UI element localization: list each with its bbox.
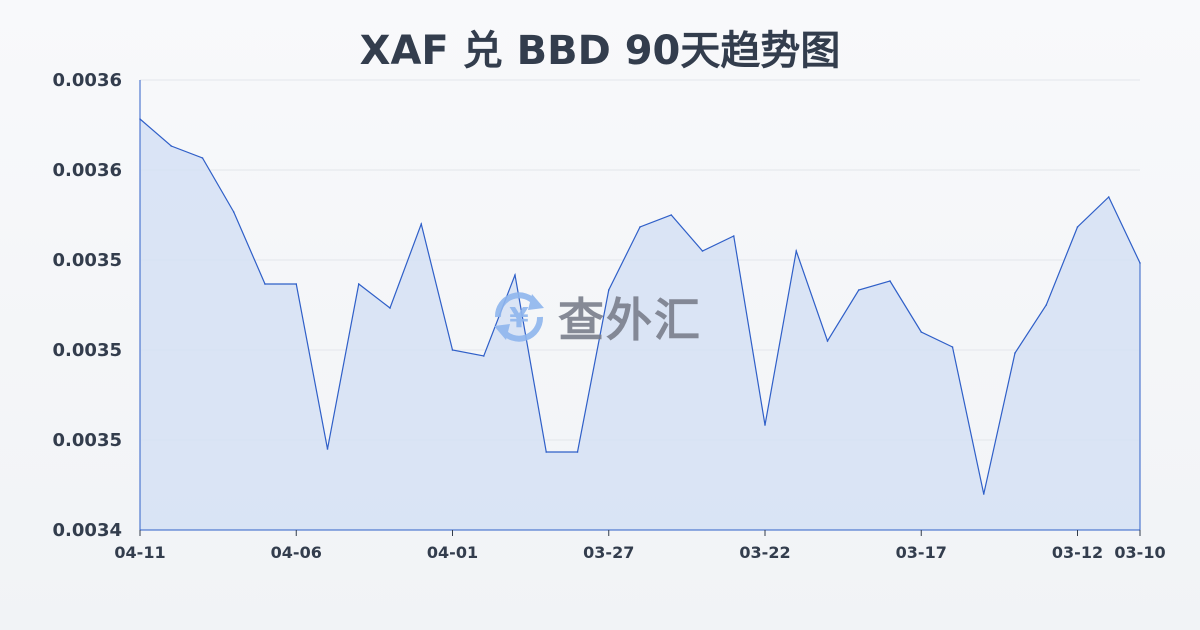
- watermark: ¥ 查外汇: [488, 284, 702, 350]
- y-tick-label: 0.0035: [53, 430, 122, 451]
- data-point: [326, 448, 329, 450]
- data-point: [576, 451, 579, 453]
- data-point: [857, 289, 860, 291]
- data-point: [1014, 352, 1016, 354]
- data-point: [764, 424, 766, 426]
- data-point: [826, 340, 829, 342]
- data-point: [982, 493, 985, 495]
- data-point: [264, 283, 266, 285]
- data-point: [545, 451, 548, 453]
- y-tick-label: 0.0036: [53, 160, 122, 181]
- chart-title: XAF 兑 BBD 90天趋势图: [359, 28, 841, 74]
- data-point: [732, 235, 735, 237]
- data-point: [451, 349, 454, 351]
- data-point: [201, 157, 204, 159]
- y-tick-label: 0.0036: [53, 70, 122, 91]
- data-point: [951, 346, 954, 348]
- y-tick-label: 0.0034: [53, 520, 122, 541]
- data-point: [514, 274, 516, 276]
- x-tick-label: 03-10: [1114, 543, 1165, 562]
- data-point: [1045, 304, 1048, 306]
- x-tick-label: 04-06: [271, 543, 322, 562]
- data-point: [295, 283, 298, 285]
- data-point: [1076, 226, 1079, 228]
- y-tick-label: 0.0035: [53, 340, 122, 361]
- x-tick-label: 03-27: [583, 543, 634, 562]
- x-tick-label: 04-01: [427, 543, 478, 562]
- y-tick-label: 0.0035: [53, 250, 122, 271]
- x-tick-label: 03-12: [1052, 543, 1103, 562]
- x-tick-label: 03-22: [739, 543, 790, 562]
- yen-exchange-icon: ¥: [494, 292, 544, 342]
- data-point: [607, 289, 610, 291]
- data-point: [170, 145, 173, 147]
- watermark-text: 查外汇: [558, 293, 702, 347]
- data-point: [482, 355, 485, 357]
- data-point: [420, 223, 423, 225]
- data-point: [232, 211, 235, 213]
- svg-text:¥: ¥: [509, 301, 529, 334]
- data-point: [389, 307, 391, 309]
- x-tick-label: 04-11: [114, 543, 165, 562]
- area-fill: [140, 119, 1140, 530]
- data-point: [920, 331, 923, 333]
- data-point: [670, 214, 673, 216]
- data-point: [795, 250, 798, 252]
- x-tick-label: 03-17: [896, 543, 947, 562]
- data-point: [701, 250, 704, 252]
- data-point: [357, 283, 360, 285]
- data-point: [889, 280, 891, 282]
- data-point: [1107, 196, 1110, 198]
- data-point: [639, 226, 641, 228]
